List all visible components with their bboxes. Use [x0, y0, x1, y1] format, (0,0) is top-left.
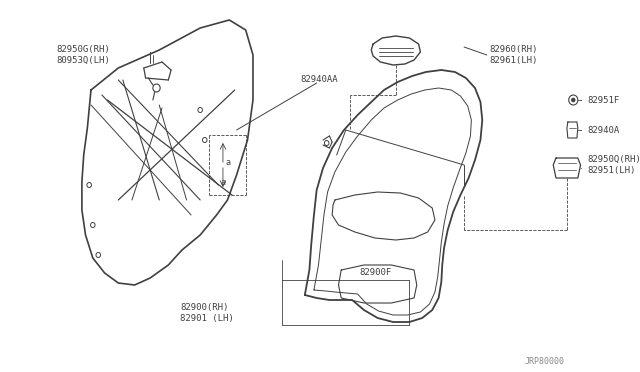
Circle shape — [572, 98, 575, 102]
Text: 82951(LH): 82951(LH) — [587, 166, 636, 175]
Text: 82900F: 82900F — [360, 268, 392, 277]
Text: a: a — [220, 178, 225, 187]
Text: a: a — [226, 158, 231, 167]
Text: 80953Q(LH): 80953Q(LH) — [56, 56, 110, 65]
Text: 82960(RH): 82960(RH) — [490, 45, 538, 54]
Text: 82950Q(RH): 82950Q(RH) — [587, 155, 640, 164]
Text: 82940A: 82940A — [587, 126, 619, 135]
Text: 82951F: 82951F — [587, 96, 619, 105]
Text: 82950G(RH): 82950G(RH) — [56, 45, 110, 54]
Text: 82901 (LH): 82901 (LH) — [180, 314, 234, 323]
Text: 82940AA: 82940AA — [300, 75, 338, 84]
Text: JRP80000: JRP80000 — [524, 357, 564, 366]
Text: 82900(RH): 82900(RH) — [180, 303, 228, 312]
Text: 82961(LH): 82961(LH) — [490, 56, 538, 65]
